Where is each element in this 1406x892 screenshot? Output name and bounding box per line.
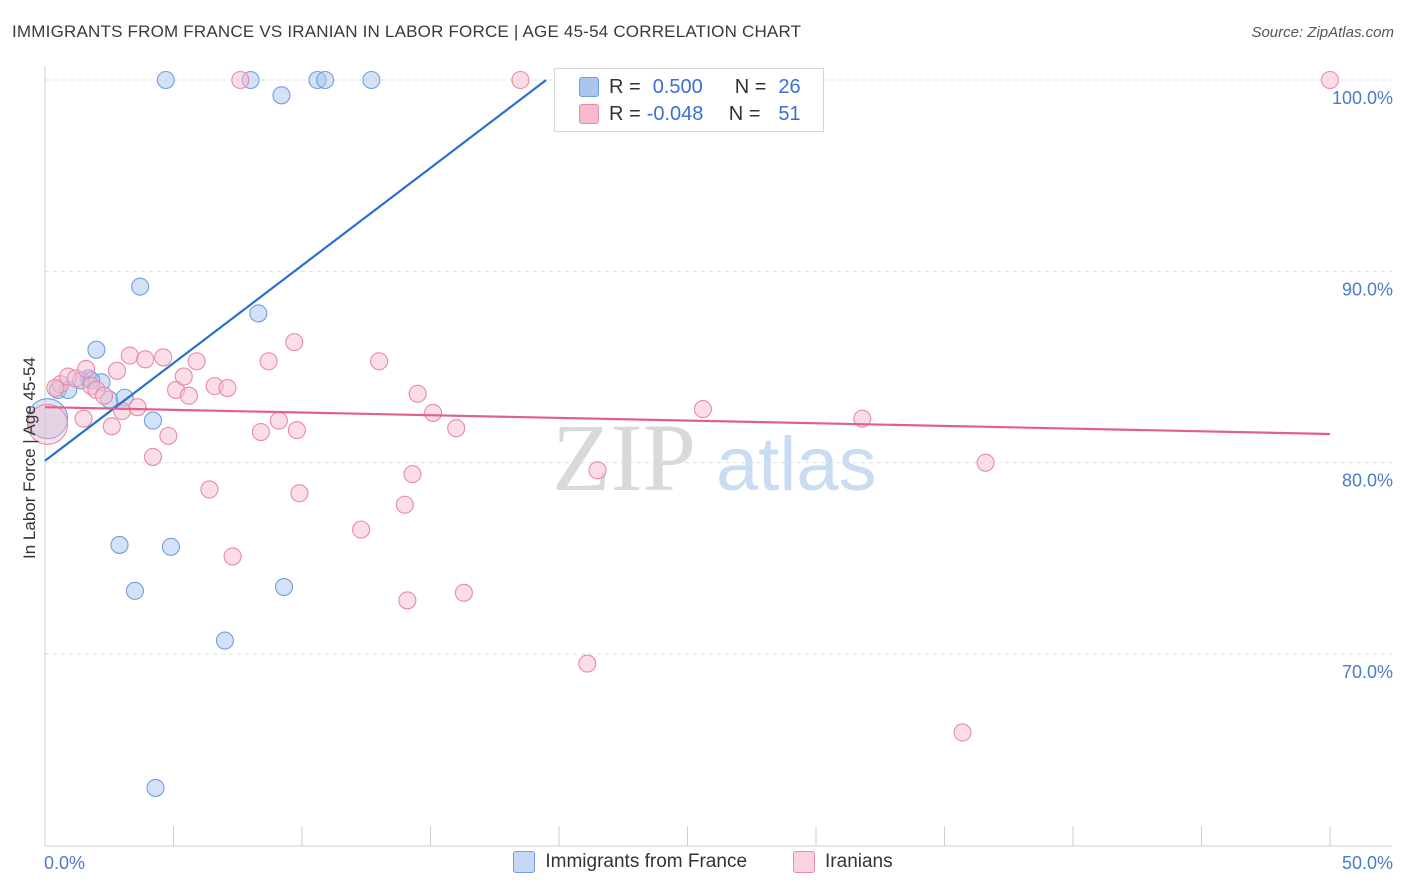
france-point [146, 778, 165, 797]
france-point [110, 535, 129, 554]
iranian-point [200, 480, 219, 499]
iranian-point [27, 403, 69, 445]
y-tick-label: 90.0% [1342, 279, 1393, 299]
iranian-point [953, 723, 972, 742]
iranian-point [74, 409, 93, 428]
legend-row-france: R = 0.500 N = 26 [579, 75, 801, 99]
iranian-point [179, 386, 198, 405]
iranian-point [578, 654, 597, 673]
france-point [249, 304, 268, 323]
iranian-point [107, 361, 127, 380]
iranian-point [285, 333, 304, 352]
legend-swatch-france [579, 77, 599, 97]
iranian-point [46, 378, 65, 398]
iranian-point [1320, 70, 1340, 90]
iranian-point [231, 70, 250, 90]
france-point [143, 411, 162, 430]
iranian-point [174, 367, 193, 386]
iranian-point [290, 484, 309, 503]
watermark: ZIP atlas [552, 404, 877, 511]
legend-n-value: 26 [778, 75, 801, 98]
legend-r-value: -0.048 [646, 102, 704, 125]
iranian-point [223, 547, 242, 566]
iranian-point [154, 348, 173, 367]
stats-legend: R = 0.500 N = 26 R = -0.048 N = 51 [554, 68, 824, 132]
legend-r-label: R = [609, 75, 641, 98]
legend-r-label: R = [609, 102, 641, 125]
y-axis-title: In Labor Force | Age 45-54 [20, 357, 39, 559]
iranian-point [128, 398, 147, 417]
iranian-trend-line [44, 406, 1331, 436]
france-point [272, 86, 291, 105]
series-label-iranians: Iranians [825, 851, 893, 872]
iranian-point [113, 401, 132, 421]
gridlines [45, 79, 1392, 655]
france-point [27, 398, 69, 440]
iranian-point [251, 423, 270, 442]
iranian-point [143, 447, 162, 466]
iranian-point [120, 346, 139, 365]
iranian-point [511, 70, 530, 90]
trend-lines [44, 79, 1331, 462]
iranian-point [424, 403, 443, 422]
iranian-point [77, 359, 96, 378]
iranian-point [370, 352, 389, 371]
series-legend-france[interactable]: Immigrants from France [513, 851, 747, 873]
france-trend-line [44, 79, 547, 462]
legend-n-label: N = [728, 102, 761, 125]
legend-row-iranians: R = -0.048 N = 51 [579, 102, 801, 126]
iranian-point [352, 520, 371, 539]
series-legend: Immigrants from France Iranians [0, 851, 1406, 873]
series-legend-iranians[interactable]: Iranians [793, 851, 893, 873]
france-point [156, 70, 175, 90]
iranian-point [218, 378, 237, 398]
y-tick-label: 100.0% [1332, 88, 1393, 108]
watermark-zip: ZIP [552, 404, 696, 511]
x-tick-label: 0.0% [44, 853, 85, 873]
series-label-france: Immigrants from France [545, 851, 748, 872]
iranian-point [408, 384, 427, 403]
iranian-point [447, 419, 466, 438]
series-swatch-iranians [793, 851, 816, 873]
iranian-point [187, 352, 206, 371]
source-label: Source: ZipAtlas.com [1251, 24, 1394, 41]
legend-r-value: 0.500 [652, 75, 703, 98]
france-point [161, 537, 180, 556]
france-point [316, 70, 335, 90]
chart-title: IMMIGRANTS FROM FRANCE VS IRANIAN IN LAB… [12, 22, 802, 41]
iranian-point [136, 350, 155, 369]
legend-n-label: N = [734, 75, 767, 98]
iranian-point [287, 421, 306, 440]
legend-swatch-iranians [579, 104, 599, 124]
iranian-point [588, 461, 607, 480]
france-point [362, 70, 381, 90]
iranian-point [976, 453, 995, 472]
france-point [87, 340, 106, 359]
france-point [215, 631, 234, 650]
france-point [131, 277, 150, 296]
y-tick-label: 80.0% [1342, 471, 1393, 491]
axes [44, 66, 1392, 847]
iranian-point [159, 426, 178, 445]
series-swatch-france [513, 851, 536, 873]
watermark-atlas: atlas [716, 422, 877, 507]
x-tick-label: 50.0% [1342, 853, 1393, 873]
iranian-point [853, 409, 872, 428]
france-point [125, 581, 144, 600]
iranian-point [259, 352, 278, 371]
iranian-point [102, 417, 121, 436]
iranian-point [269, 411, 288, 430]
iranian-point [403, 465, 422, 484]
legend-n-value: 51 [778, 102, 801, 125]
y-tick-label: 70.0% [1342, 662, 1393, 682]
iranian-point [95, 386, 114, 405]
france-point [274, 577, 294, 597]
iranian-point [395, 495, 414, 514]
iranian-point [398, 591, 417, 610]
iranian-point [454, 583, 473, 602]
iranian-point [693, 400, 712, 419]
axis-labels: 70.0% 80.0% 90.0% 100.0% 0.0% 50.0% In Labor F… [20, 88, 1393, 873]
